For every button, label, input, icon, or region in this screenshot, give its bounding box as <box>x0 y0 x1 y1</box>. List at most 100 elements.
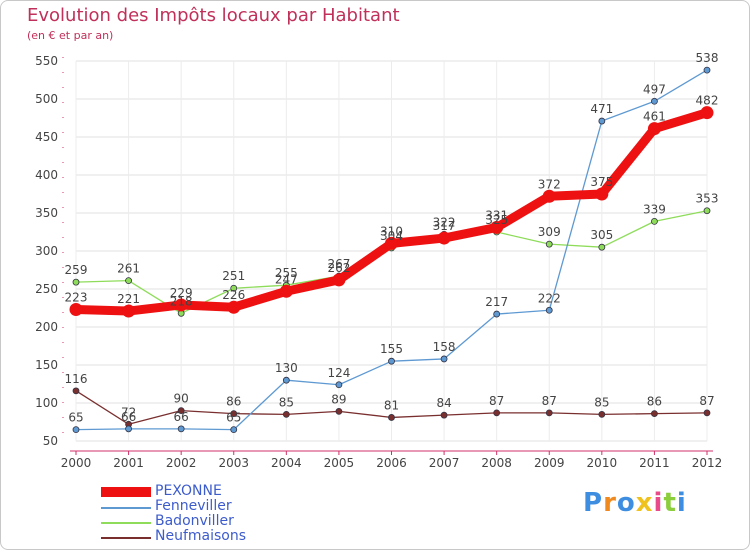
data-label-badonviller: 218 <box>170 294 193 308</box>
data-label-fenneviller: 124 <box>327 366 350 380</box>
data-point-fenneviller <box>440 355 448 363</box>
data-label-neufmaisons: 87 <box>542 394 557 408</box>
data-point-badonviller <box>125 277 132 285</box>
data-point-pexonne <box>437 231 451 245</box>
data-point-neufmaisons <box>703 409 711 417</box>
data-label-neufmaisons: 84 <box>436 396 451 410</box>
data-point-badonviller <box>72 278 80 286</box>
data-point-fenneviller <box>230 426 238 434</box>
data-point-badonviller <box>651 217 658 225</box>
data-label-pexonne: 223 <box>65 291 88 305</box>
data-point-neufmaisons <box>388 414 395 421</box>
data-label-pexonne: 310 <box>380 224 403 238</box>
data-point-neufmaisons <box>282 410 290 418</box>
data-point-pexonne <box>542 189 556 203</box>
data-label-pexonne: 331 <box>485 208 508 222</box>
data-label-neufmaisons: 90 <box>174 392 189 406</box>
data-label-fenneviller: 65 <box>226 411 241 425</box>
data-label-pexonne: 461 <box>643 110 666 124</box>
data-label-fenneviller: 66 <box>174 410 189 424</box>
y-tick-label: 550 <box>35 54 58 68</box>
data-point-pexonne <box>279 284 293 298</box>
data-point-neufmaisons <box>335 407 343 415</box>
data-point-neufmaisons <box>440 411 448 419</box>
data-label-badonviller: 339 <box>643 202 666 216</box>
data-label-neufmaisons: 87 <box>699 394 714 408</box>
data-point-fenneviller <box>493 310 501 318</box>
chart-subtitle: (en € et par an) <box>27 29 114 42</box>
data-point-neufmaisons <box>177 407 185 415</box>
data-point-pexonne <box>174 298 188 312</box>
data-label-badonviller: 325 <box>485 213 508 227</box>
data-point-fenneviller <box>545 306 553 314</box>
data-label-badonviller: 309 <box>538 225 561 239</box>
data-point-fenneviller <box>651 97 658 105</box>
data-point-neufmaisons <box>493 409 501 417</box>
data-label-pexonne: 482 <box>696 94 719 108</box>
logo-letter: t <box>663 488 677 518</box>
data-label-pexonne: 262 <box>327 261 350 275</box>
data-label-pexonne: 229 <box>170 286 193 300</box>
x-tick-label: 2003 <box>218 456 249 470</box>
x-tick-label: 2007 <box>429 456 460 470</box>
data-point-pexonne <box>595 187 609 201</box>
data-point-fenneviller <box>125 425 132 433</box>
legend-item-neufmaisons: Neufmaisons <box>101 528 361 545</box>
data-label-pexonne: 247 <box>275 272 298 286</box>
data-label-fenneviller: 66 <box>121 410 136 424</box>
data-label-neufmaisons: 116 <box>65 372 88 386</box>
data-label-fenneviller: 497 <box>643 82 666 96</box>
logo-letter: i <box>653 488 664 518</box>
data-label-fenneviller: 130 <box>275 361 298 375</box>
data-point-fenneviller <box>282 376 290 384</box>
data-label-neufmaisons: 89 <box>331 392 346 406</box>
x-tick-label: 2010 <box>587 456 618 470</box>
data-label-pexonne: 375 <box>590 175 613 189</box>
data-label-neufmaisons: 87 <box>489 394 504 408</box>
legend-label-fenneviller: Fenneviller <box>155 498 232 514</box>
data-point-neufmaisons <box>545 409 553 417</box>
data-label-badonviller: 267 <box>327 257 350 271</box>
data-label-neufmaisons: 86 <box>226 395 241 409</box>
legend-label-badonviller: Badonviller <box>155 513 234 529</box>
data-label-neufmaisons: 81 <box>384 398 399 412</box>
chart-title: Evolution des Impôts locaux par Habitant <box>27 5 400 26</box>
data-label-fenneviller: 65 <box>68 411 83 425</box>
data-point-fenneviller <box>703 66 711 74</box>
y-tick-label: 300 <box>35 244 58 258</box>
data-point-pexonne <box>227 300 241 314</box>
y-tick-label: 350 <box>35 206 58 220</box>
data-label-neufmaisons: 85 <box>594 395 609 409</box>
data-label-fenneviller: 217 <box>485 295 508 309</box>
data-point-pexonne <box>700 106 714 120</box>
data-label-badonviller: 304 <box>380 229 403 243</box>
data-point-fenneviller <box>177 425 185 433</box>
legend-swatch-fenneviller <box>101 507 151 509</box>
data-label-fenneviller: 222 <box>538 291 561 305</box>
data-label-neufmaisons: 72 <box>121 405 136 419</box>
data-point-badonviller <box>230 284 238 292</box>
data-point-pexonne <box>332 273 346 287</box>
logo-letter: o <box>616 488 636 518</box>
data-label-fenneviller: 538 <box>696 51 719 65</box>
data-point-neufmaisons <box>651 410 658 418</box>
proxiti-logo: Proxiti <box>583 488 687 518</box>
data-label-neufmaisons: 85 <box>279 395 294 409</box>
data-label-badonviller: 353 <box>696 192 719 206</box>
x-tick-label: 2008 <box>481 456 512 470</box>
x-tick-label: 2002 <box>166 456 197 470</box>
logo-letter: i <box>676 488 687 518</box>
data-point-fenneviller <box>388 357 395 365</box>
data-point-pexonne <box>69 303 83 317</box>
data-point-pexonne <box>122 304 136 318</box>
data-label-neufmaisons: 86 <box>647 395 662 409</box>
data-point-neufmaisons <box>230 410 238 418</box>
data-label-pexonne: 317 <box>433 219 456 233</box>
x-tick-label: 2004 <box>271 456 302 470</box>
legend-item-pexonne: PEXONNE <box>101 483 361 500</box>
legend-swatch-pexonne <box>101 487 151 497</box>
data-point-fenneviller <box>335 381 343 389</box>
data-label-fenneviller: 471 <box>590 102 613 116</box>
